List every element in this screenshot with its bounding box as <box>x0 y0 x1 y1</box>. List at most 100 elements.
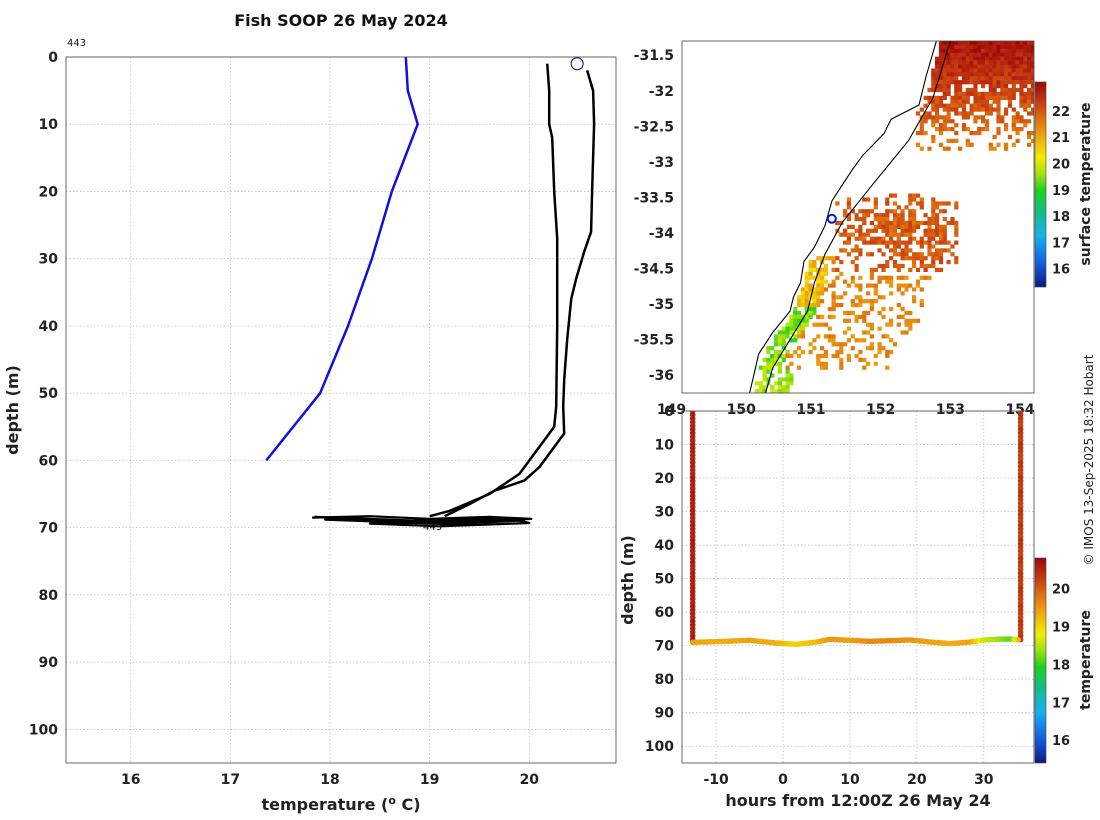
map-sst-cell-1069 <box>797 326 802 331</box>
map-sst-cell-808 <box>823 256 828 261</box>
map-sst-cell-103 <box>946 56 951 61</box>
map-sst-cell-423 <box>977 107 982 112</box>
map-sst-cell-176 <box>1027 64 1032 69</box>
map-sst-cell-801 <box>927 252 932 257</box>
map-sst-cell-1155 <box>781 353 786 359</box>
map-sst-cell-659 <box>954 220 959 226</box>
profile-ytick-1: 10 <box>39 117 59 133</box>
map-sst-cell-754 <box>908 240 913 245</box>
map-sst-cell-1056 <box>820 322 825 327</box>
map-sst-cell-146 <box>1011 60 1016 65</box>
map-sst-cell-968 <box>812 299 817 304</box>
map-sst-cell-713 <box>900 232 905 237</box>
map-sst-cell-758 <box>927 240 932 245</box>
map-lon-tick-2: 151 <box>796 402 825 418</box>
map-sst-cell-738 <box>938 236 944 241</box>
map-sst-cell-1038 <box>804 318 809 323</box>
map-sst-cell-1123 <box>869 342 874 347</box>
map-sst-cell-605 <box>862 213 867 218</box>
map-sst-cell-459 <box>965 115 970 120</box>
map-sst-cell-391 <box>1030 99 1034 104</box>
map-sst-cell-735 <box>919 236 924 241</box>
map-sst-cell-232 <box>931 76 936 81</box>
map-sst-cell-766 <box>892 244 898 249</box>
map-sst-cell-16 <box>1000 41 1005 46</box>
map-sst-cell-726 <box>862 236 867 241</box>
map-lon-tick-4: 153 <box>936 402 965 418</box>
map-sst-cell-841 <box>823 263 828 269</box>
map-sst-cell-574 <box>935 201 940 206</box>
map-sst-cell-547 <box>958 146 963 151</box>
map-sst-cell-484 <box>1027 119 1032 124</box>
section-xtick-4: 30 <box>974 772 994 788</box>
map-sst-cell-788 <box>946 248 951 253</box>
map-sst-cell-564 <box>931 197 936 202</box>
map-sst-cell-577 <box>946 201 951 206</box>
map-sst-cell-695 <box>923 228 928 233</box>
map-sst-cell-112 <box>981 56 986 61</box>
map-sst-cell-271 <box>981 80 986 85</box>
map-sst-cell-370 <box>1027 95 1032 100</box>
map-sst-cell-923 <box>904 283 909 288</box>
map-sst-cell-77 <box>946 52 951 57</box>
map-sst-cell-1121 <box>839 342 844 347</box>
map-sst-cell-716 <box>923 232 928 237</box>
map-sst-cell-672 <box>908 224 913 229</box>
map-sst-cell-340 <box>1007 91 1013 96</box>
map-sst-cell-662 <box>858 224 863 229</box>
profile-ytick-9: 90 <box>39 655 59 671</box>
map-sst-cell-1010 <box>843 310 848 316</box>
map-sst-cell-803 <box>935 252 940 257</box>
map-sst-cell-1035 <box>793 318 798 323</box>
map-sst-cell-728 <box>873 236 878 241</box>
map-sst-cell-1031 <box>881 314 886 319</box>
map-sst-cell-1175 <box>846 357 851 362</box>
map-sst-cell-135 <box>969 60 974 65</box>
map-sst-cell-895 <box>923 275 928 280</box>
map-sst-cell-864 <box>881 267 886 272</box>
map-sst-cell-688 <box>885 228 890 233</box>
map-sst-cell-1012 <box>850 310 855 316</box>
map-sst-cell-1104 <box>781 338 786 343</box>
map-sst-cell-1177 <box>862 357 867 362</box>
map-sst-cell-253 <box>1015 76 1020 81</box>
map-sst-cell-553 <box>908 193 913 198</box>
map-sst-cell-583 <box>919 205 924 210</box>
map-sst-cell-314 <box>988 87 993 93</box>
map-sst-cell-164 <box>981 64 986 69</box>
map-sst-cell-488 <box>942 123 947 128</box>
map-sst-cell-44 <box>1011 44 1016 50</box>
map-sst-cell-933 <box>858 287 863 292</box>
map-sst-cell-175 <box>1023 64 1028 69</box>
map-sst-cell-287 <box>938 84 944 89</box>
map-sst-cell-1075 <box>908 326 913 331</box>
profile-xlabel-text: temperature ( <box>261 795 388 814</box>
map-sst-cell-1198 <box>839 365 844 370</box>
map-sst-cell-1027 <box>831 314 836 319</box>
map-sst-cell-693 <box>908 228 913 233</box>
map-sst-cell-598 <box>912 209 917 214</box>
map-sst-cell-320 <box>1015 87 1020 93</box>
map-sst-cell-1182 <box>789 361 794 366</box>
map-sst-cell-851 <box>923 263 928 269</box>
map-sst-cell-742 <box>862 240 867 245</box>
map-sst-cell-828 <box>831 260 836 265</box>
map-sst-cell-707 <box>862 232 867 237</box>
map-sst-cell-889 <box>885 275 890 280</box>
map-sst-cell-1034 <box>789 318 794 323</box>
map-sst-cell-1030 <box>862 314 867 319</box>
map-sst-cell-1092 <box>797 334 802 339</box>
map-sst-cell-452 <box>927 115 932 120</box>
map-sst-cell-539 <box>996 142 1001 147</box>
map-sst-cell-955 <box>812 295 817 300</box>
map-sst-cell-417 <box>946 107 951 112</box>
map-sst-cell-560 <box>885 197 890 202</box>
map-sst-cell-367 <box>1011 95 1016 100</box>
map-sst-cell-244 <box>981 76 986 81</box>
map-sst-cell-268 <box>969 80 974 85</box>
map-sst-cell-356 <box>965 95 970 100</box>
map-sst-cell-615 <box>912 213 917 218</box>
map-sst-cell-1166 <box>873 353 878 359</box>
map-sst-cell-561 <box>908 197 913 202</box>
map-ticks: -31.5 -32 -32.5 -33 -33.5 -34 -34.5 -35 -35.5 -36… <box>634 48 1035 418</box>
